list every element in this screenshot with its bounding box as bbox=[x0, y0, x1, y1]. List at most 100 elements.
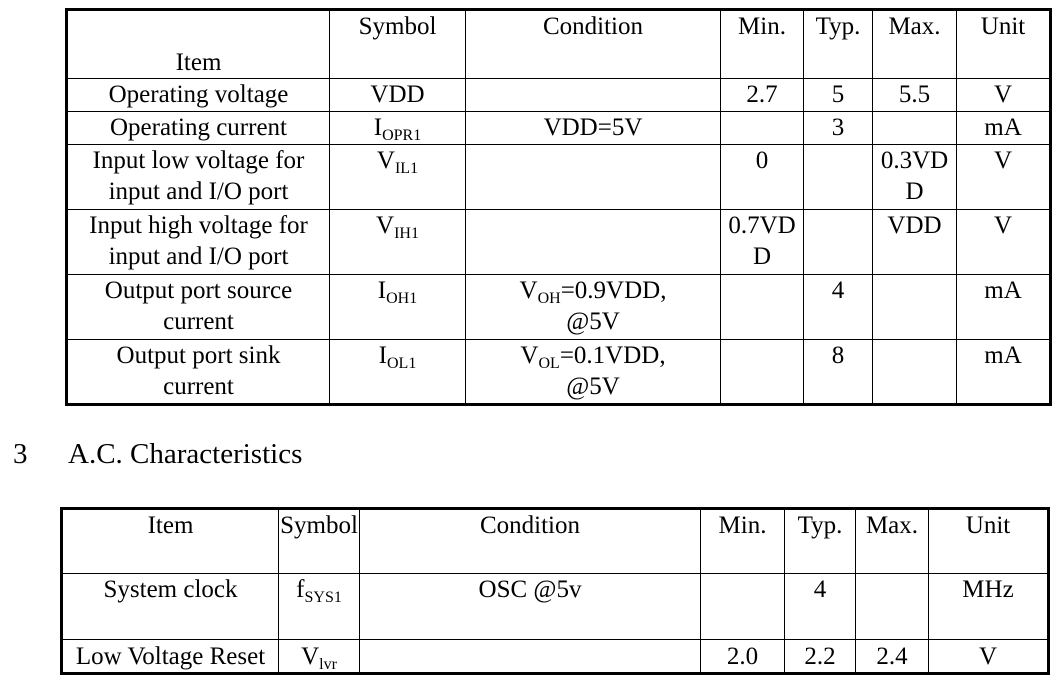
cell: Input low voltage for input and I/O port bbox=[66, 144, 330, 210]
text-line: input and I/O port bbox=[108, 243, 289, 270]
subscript: IL1 bbox=[394, 160, 419, 177]
cell: fSYS1 bbox=[278, 573, 360, 640]
cell: System clock bbox=[61, 573, 279, 640]
cell: Low Voltage Reset bbox=[61, 639, 279, 674]
text-line: @5V bbox=[566, 373, 620, 400]
symbol: V bbox=[376, 147, 395, 174]
cell: Output port sink current bbox=[66, 339, 330, 405]
text-line: =0.1VDD, bbox=[559, 342, 666, 369]
header-row: Item Symbol Condition Min. Typ. Max. Unit bbox=[61, 508, 1049, 574]
text-line: Operating current bbox=[109, 114, 287, 141]
symbol: I bbox=[373, 114, 383, 141]
cell bbox=[720, 111, 804, 145]
text-line: current bbox=[163, 308, 234, 335]
subscript: lvr bbox=[319, 655, 337, 673]
cell: 4 bbox=[784, 573, 856, 640]
row: Low Voltage Reset Vlvr 2.0 2.2 2.4 V bbox=[61, 639, 1049, 674]
header-cell: Condition bbox=[465, 9, 721, 79]
cell: 0.3VDD bbox=[872, 144, 957, 210]
text-line: Low Voltage Reset bbox=[75, 642, 266, 670]
cell: VOH=0.9VDD, @5V bbox=[465, 274, 721, 340]
cell bbox=[465, 78, 721, 112]
cell: Output port source current bbox=[66, 274, 330, 340]
symbol: V bbox=[519, 277, 538, 304]
subscript: OH1 bbox=[386, 290, 418, 307]
cell: 4 bbox=[803, 274, 873, 340]
header-cell: Symbol bbox=[329, 9, 466, 79]
cell: V bbox=[956, 209, 1051, 275]
symbol: I bbox=[378, 342, 387, 369]
cell: 2.7 bbox=[720, 78, 804, 112]
cell: Input high voltage for input and I/O port bbox=[66, 209, 330, 275]
text-line: System clock bbox=[103, 576, 238, 603]
text-line: Output port sink bbox=[116, 342, 281, 369]
cell bbox=[872, 274, 957, 340]
cell: V bbox=[956, 78, 1051, 112]
text-line: current bbox=[163, 373, 234, 400]
cell: V bbox=[928, 639, 1049, 674]
cell bbox=[872, 111, 957, 145]
symbol: f bbox=[296, 576, 305, 603]
cell: IOL1 bbox=[329, 339, 466, 405]
subscript: OL bbox=[538, 355, 560, 372]
cell bbox=[359, 639, 701, 674]
cell: VIL1 bbox=[329, 144, 466, 210]
cell bbox=[855, 573, 929, 640]
text-line: Input high voltage for bbox=[89, 212, 308, 239]
symbol: VDD bbox=[370, 81, 425, 108]
cell: Operating voltage bbox=[66, 78, 330, 112]
cell: 5 bbox=[803, 78, 873, 112]
header-cell: Item bbox=[61, 508, 279, 574]
cell bbox=[465, 209, 721, 275]
cell: IOPR1 bbox=[329, 111, 466, 145]
header-cell: Condition bbox=[359, 508, 701, 574]
row: Operating voltage VDD 2.7 5 5.5 V bbox=[66, 78, 1051, 112]
cell: 0.7VDD bbox=[720, 209, 804, 275]
header-cell: Symbol bbox=[278, 508, 360, 574]
cell: mA bbox=[956, 339, 1051, 405]
header-cell: Min. bbox=[720, 9, 804, 79]
row: System clock fSYS1 OSC @5v 4 MHz bbox=[61, 573, 1049, 640]
cell: 0 bbox=[720, 144, 804, 210]
subscript: SYS1 bbox=[304, 589, 342, 606]
cell: 2.4 bbox=[855, 639, 929, 674]
cell: 5.5 bbox=[872, 78, 957, 112]
text-line: =0.9VDD, bbox=[560, 277, 667, 304]
header-cell: Unit bbox=[956, 9, 1051, 79]
cell bbox=[720, 274, 804, 340]
symbol: V bbox=[301, 642, 320, 670]
cell: OSC @5v bbox=[359, 573, 701, 640]
cell: VDD bbox=[329, 78, 466, 112]
cell: IOH1 bbox=[329, 274, 466, 340]
text-line: Output port source bbox=[104, 277, 293, 304]
cell: V bbox=[956, 144, 1051, 210]
cell bbox=[465, 144, 721, 210]
symbol: I bbox=[377, 277, 387, 304]
section-number: 3 bbox=[13, 438, 28, 470]
header-cell: Max. bbox=[855, 508, 929, 574]
row: Output port sink current IOL1 VOL=0.1VDD, @5… bbox=[66, 339, 1051, 405]
symbol: V bbox=[376, 212, 395, 239]
symbol: V bbox=[520, 342, 539, 369]
cell bbox=[803, 144, 873, 210]
cell: mA bbox=[956, 111, 1051, 145]
cell bbox=[720, 339, 804, 405]
cell bbox=[803, 209, 873, 275]
cell: 3 bbox=[803, 111, 873, 145]
row: Operating current IOPR1 VDD=5V 3 mA bbox=[66, 111, 1051, 145]
ac-table: Item Symbol Condition Min. Typ. Max. Unit Syste… bbox=[60, 507, 1050, 675]
cell: 8 bbox=[803, 339, 873, 405]
header-cell: Min. bbox=[700, 508, 785, 574]
cell: Operating current bbox=[66, 111, 330, 145]
cell: VDD bbox=[872, 209, 957, 275]
header-cell: Max. bbox=[872, 9, 957, 79]
header-cell: Typ. bbox=[803, 9, 873, 79]
cell bbox=[872, 339, 957, 405]
subscript: IH1 bbox=[394, 225, 419, 242]
row: Output port source current IOH1 VOH=0.9VDD,… bbox=[66, 274, 1051, 340]
header-cell: Unit bbox=[928, 508, 1049, 574]
cell: VDD=5V bbox=[465, 111, 721, 145]
text-line: OSC @5v bbox=[478, 576, 582, 603]
row: Input high voltage for input and I/O port… bbox=[66, 209, 1051, 275]
